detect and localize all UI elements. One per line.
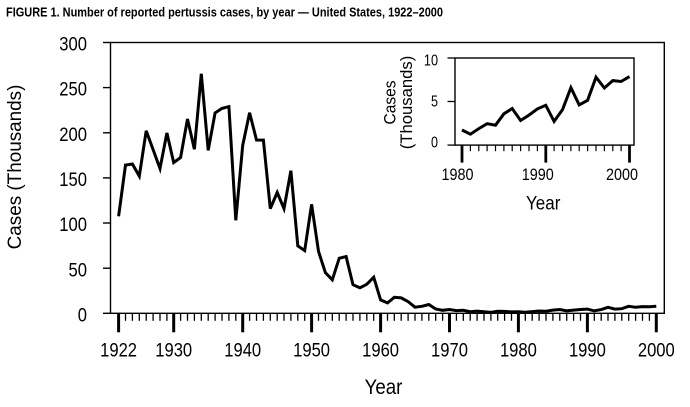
- svg-text:(Thousands): (Thousands): [398, 56, 416, 150]
- svg-text:300: 300: [59, 35, 87, 56]
- svg-text:Year: Year: [365, 375, 403, 399]
- svg-text:1970: 1970: [431, 341, 468, 362]
- svg-text:1930: 1930: [155, 341, 192, 362]
- svg-text:1980: 1980: [442, 166, 474, 184]
- svg-text:2000: 2000: [606, 166, 638, 184]
- svg-text:1960: 1960: [362, 341, 399, 362]
- svg-text:50: 50: [69, 260, 88, 281]
- svg-text:200: 200: [59, 125, 87, 146]
- svg-text:FIGURE 1. Number of reported p: FIGURE 1. Number of reported pertussis c…: [6, 5, 443, 20]
- svg-text:100: 100: [59, 215, 87, 236]
- svg-text:250: 250: [59, 80, 87, 101]
- svg-text:1940: 1940: [224, 341, 261, 362]
- svg-text:Cases (Thousands): Cases (Thousands): [5, 85, 26, 250]
- svg-text:1990: 1990: [569, 341, 606, 362]
- svg-text:Cases: Cases: [382, 81, 400, 125]
- svg-text:Year: Year: [526, 193, 561, 214]
- svg-text:1922: 1922: [100, 341, 137, 362]
- svg-text:2000: 2000: [638, 341, 675, 362]
- svg-text:5: 5: [431, 94, 438, 111]
- svg-text:1950: 1950: [293, 341, 330, 362]
- svg-text:1980: 1980: [500, 341, 537, 362]
- svg-text:1990: 1990: [522, 166, 554, 184]
- svg-text:10: 10: [424, 53, 438, 70]
- svg-text:0: 0: [431, 135, 438, 152]
- svg-text:0: 0: [78, 305, 87, 326]
- svg-text:150: 150: [59, 170, 87, 191]
